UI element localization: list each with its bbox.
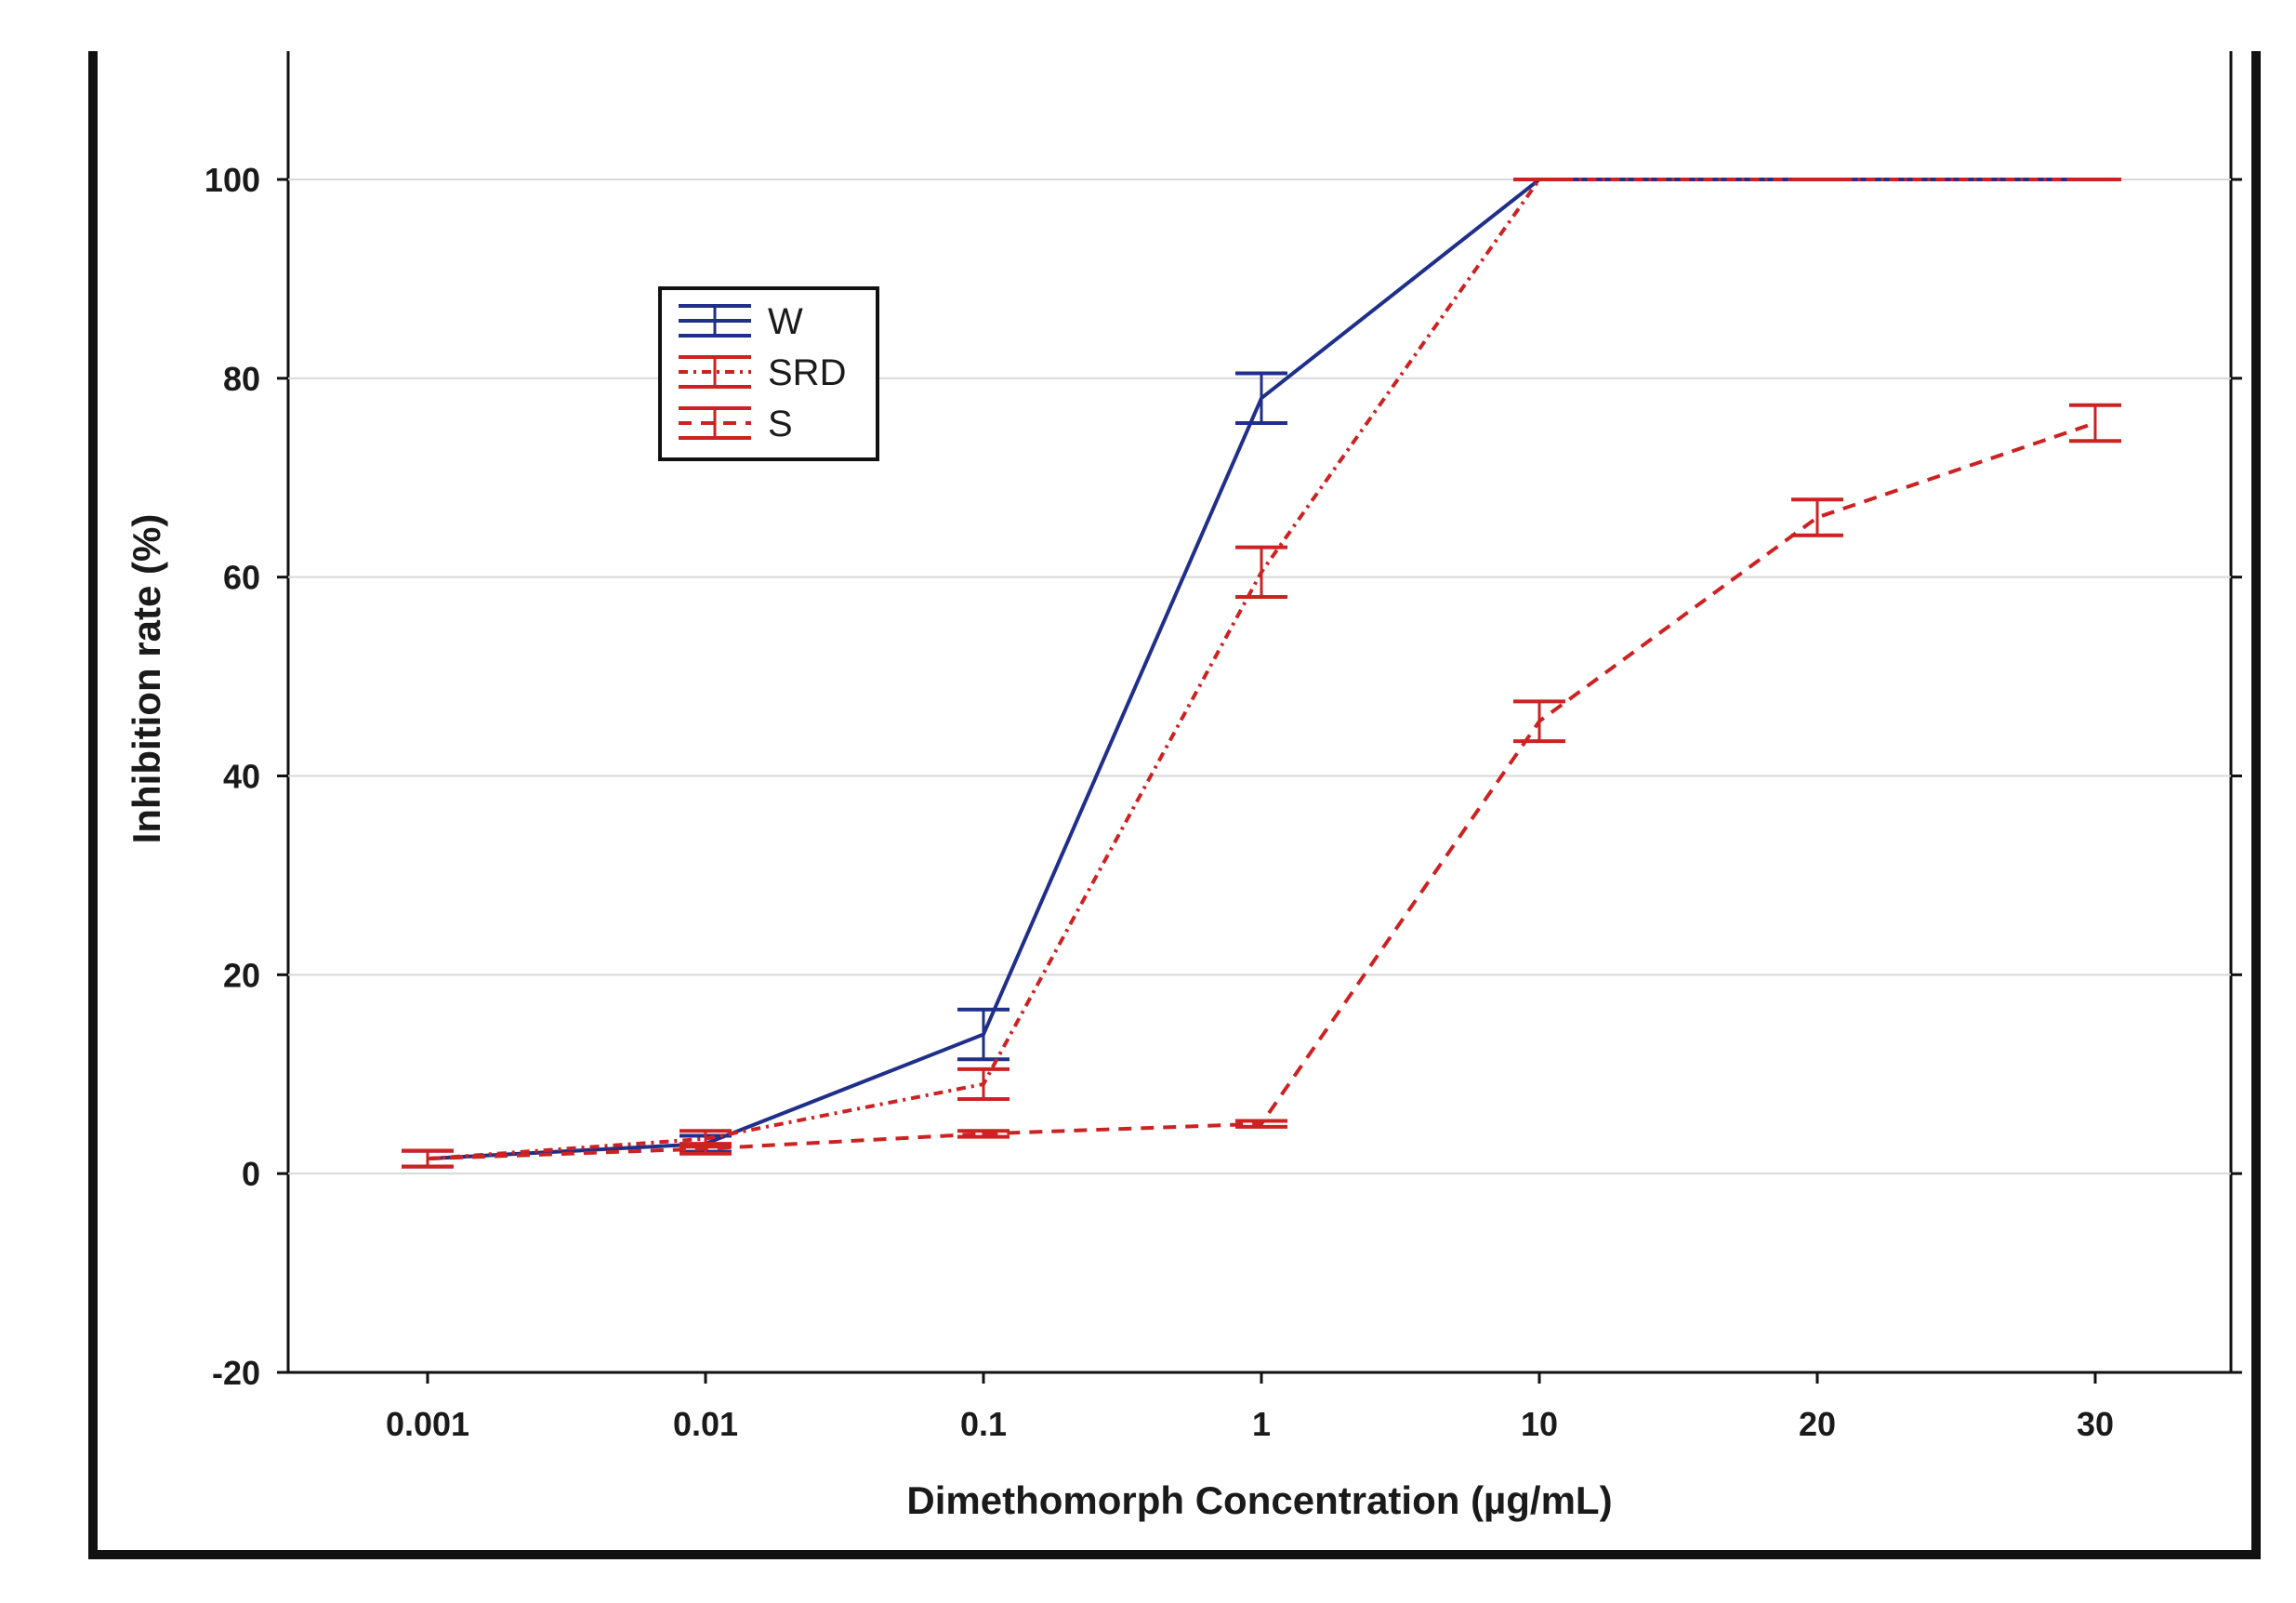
- y-tick-label: 20: [223, 956, 260, 994]
- y-tick-label: -20: [212, 1354, 260, 1392]
- y-tick-label: 60: [223, 559, 260, 597]
- legend-items: W SRD S: [679, 301, 846, 444]
- data-point: [1235, 1119, 1287, 1129]
- data-point: [957, 1007, 1009, 1062]
- x-axis-title: Dimethomorph Concentration (µg/mL): [906, 1478, 1612, 1522]
- x-tick-label: 0.1: [960, 1405, 1007, 1443]
- data-point: [957, 1129, 1009, 1139]
- data-point: [1235, 371, 1287, 425]
- x-axis-ticks: 0.001 0.01 0.1 1 10 20 30: [386, 1372, 2114, 1443]
- y-tick-label: 40: [223, 758, 260, 796]
- legend-label: W: [768, 301, 803, 342]
- x-tick-label: 0.001: [386, 1405, 469, 1443]
- y-axis-title: Inhibition rate (%): [125, 514, 168, 844]
- y-tick-label: 100: [205, 161, 260, 199]
- data-point: [1791, 497, 1843, 537]
- data-point: [680, 1142, 732, 1156]
- y-axis-ticks: -20 0 20 40 60 80 100: [205, 161, 2242, 1392]
- legend: W SRD S: [658, 286, 879, 461]
- data-point: [957, 1066, 1009, 1101]
- x-tick-label: 0.01: [673, 1405, 738, 1443]
- legend-item-srd: SRD: [679, 352, 846, 393]
- x-tick-label: 30: [2077, 1405, 2114, 1443]
- data-point: [1235, 545, 1287, 600]
- data-point: [402, 1148, 454, 1169]
- legend-label: SRD: [768, 352, 846, 393]
- y-tick-label: 0: [242, 1155, 260, 1193]
- y-tick-label: 80: [223, 360, 260, 398]
- series-s: [402, 403, 2121, 1169]
- data-point: [1513, 699, 1565, 744]
- data-point: [2069, 403, 2121, 444]
- x-tick-label: 20: [1799, 1405, 1836, 1443]
- legend-item-w: W: [679, 301, 803, 342]
- plot-area: -20 0 20 40 60 80 100 0.001 0.01 0.1 1 10 20 30: [205, 51, 2242, 1443]
- series-layer: [402, 178, 2121, 1169]
- legend-item-s: S: [679, 404, 793, 444]
- x-tick-label: 10: [1521, 1405, 1558, 1443]
- legend-label: S: [768, 404, 793, 444]
- x-tick-label: 1: [1252, 1405, 1271, 1443]
